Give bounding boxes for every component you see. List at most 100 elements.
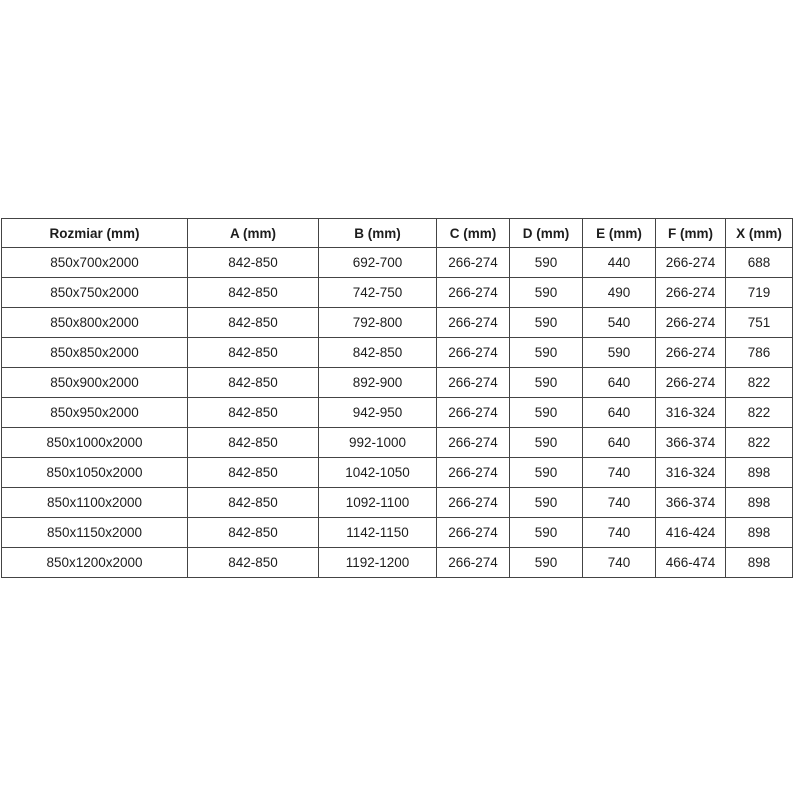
- table-cell: 822: [725, 397, 793, 428]
- table-row: 850x1100x2000 842-850 1092-1100 266-274 590 7…: [1, 487, 793, 518]
- table-cell: 850x900x2000: [1, 367, 188, 398]
- table-cell: 1042-1050: [318, 457, 437, 488]
- table-cell: 850x700x2000: [1, 247, 188, 278]
- table-cell: 1142-1150: [318, 517, 437, 548]
- table-cell: 266-274: [436, 487, 510, 518]
- table-cell: 740: [582, 547, 656, 578]
- table-cell: 740: [582, 457, 656, 488]
- table-cell: 590: [509, 277, 583, 308]
- table-cell: 842-850: [187, 457, 319, 488]
- table-cell: 822: [725, 367, 793, 398]
- table-cell: 266-274: [436, 397, 510, 428]
- table-cell: 898: [725, 457, 793, 488]
- table-row: 850x750x2000 842-850 742-750 266-274 590 490 2…: [1, 277, 793, 308]
- table-cell: 440: [582, 247, 656, 278]
- table-cell: 842-850: [187, 547, 319, 578]
- table-cell: 1192-1200: [318, 547, 437, 578]
- table-cell: 842-850: [187, 367, 319, 398]
- table-cell: 842-850: [187, 427, 319, 458]
- table-row: 850x1000x2000 842-850 992-1000 266-274 590 64…: [1, 427, 793, 458]
- col-header-x: X (mm): [725, 218, 793, 248]
- table-cell: 942-950: [318, 397, 437, 428]
- table-cell: 266-274: [436, 457, 510, 488]
- table-cell: 590: [509, 367, 583, 398]
- table-cell: 850x1100x2000: [1, 487, 188, 518]
- col-header-f: F (mm): [655, 218, 726, 248]
- table-cell: 688: [725, 247, 793, 278]
- table-cell: 719: [725, 277, 793, 308]
- table-cell: 792-800: [318, 307, 437, 338]
- table-cell: 850x800x2000: [1, 307, 188, 338]
- table-cell: 590: [509, 397, 583, 428]
- col-header-c: C (mm): [436, 218, 510, 248]
- table-cell: 266-274: [436, 517, 510, 548]
- table-cell: 590: [509, 517, 583, 548]
- table-cell: 590: [509, 427, 583, 458]
- table-row: 850x900x2000 842-850 892-900 266-274 590 640 2…: [1, 367, 793, 398]
- table-cell: 740: [582, 487, 656, 518]
- col-header-e: E (mm): [582, 218, 656, 248]
- table-header-row: Rozmiar (mm) A (mm) B (mm) C (mm) D (mm)…: [1, 218, 793, 248]
- table-cell: 266-274: [436, 247, 510, 278]
- table-cell: 842-850: [187, 277, 319, 308]
- table-cell: 1092-1100: [318, 487, 437, 518]
- table-cell: 898: [725, 487, 793, 518]
- table-cell: 590: [582, 337, 656, 368]
- table-cell: 590: [509, 547, 583, 578]
- table-cell: 842-850: [187, 337, 319, 368]
- table-cell: 366-374: [655, 487, 726, 518]
- table-cell: 850x750x2000: [1, 277, 188, 308]
- table-cell: 266-274: [655, 247, 726, 278]
- table-cell: 266-274: [655, 367, 726, 398]
- col-header-d: D (mm): [509, 218, 583, 248]
- table-cell: 842-850: [187, 517, 319, 548]
- table-cell: 316-324: [655, 397, 726, 428]
- table-cell: 416-424: [655, 517, 726, 548]
- table-row: 850x800x2000 842-850 792-800 266-274 590 540 2…: [1, 307, 793, 338]
- table-row: 850x1050x2000 842-850 1042-1050 266-274 590 7…: [1, 457, 793, 488]
- table-cell: 540: [582, 307, 656, 338]
- col-header-a: A (mm): [187, 218, 319, 248]
- table-body: 850x700x2000 842-850 692-700 266-274 590 440 2…: [1, 247, 793, 578]
- table-cell: 266-274: [655, 337, 726, 368]
- table-cell: 640: [582, 427, 656, 458]
- table-cell: 751: [725, 307, 793, 338]
- table-row: 850x950x2000 842-850 942-950 266-274 590 640 3…: [1, 397, 793, 428]
- table-cell: 898: [725, 547, 793, 578]
- table-cell: 590: [509, 337, 583, 368]
- table-row: 850x850x2000 842-850 842-850 266-274 590 590 2…: [1, 337, 793, 368]
- table-cell: 850x1000x2000: [1, 427, 188, 458]
- table-cell: 590: [509, 247, 583, 278]
- size-spec-table: Rozmiar (mm) A (mm) B (mm) C (mm) D (mm)…: [1, 218, 793, 578]
- table-cell: 266-274: [655, 277, 726, 308]
- table-cell: 850x1150x2000: [1, 517, 188, 548]
- table-cell: 640: [582, 367, 656, 398]
- table-cell: 842-850: [187, 247, 319, 278]
- col-header-rozmiar: Rozmiar (mm): [1, 218, 188, 248]
- table-cell: 892-900: [318, 367, 437, 398]
- col-header-b: B (mm): [318, 218, 437, 248]
- table-cell: 850x850x2000: [1, 337, 188, 368]
- table-cell: 366-374: [655, 427, 726, 458]
- table-cell: 266-274: [436, 337, 510, 368]
- table-cell: 850x1050x2000: [1, 457, 188, 488]
- table-cell: 490: [582, 277, 656, 308]
- table-cell: 266-274: [655, 307, 726, 338]
- table-cell: 898: [725, 517, 793, 548]
- table-cell: 850x1200x2000: [1, 547, 188, 578]
- table-cell: 266-274: [436, 427, 510, 458]
- table-cell: 692-700: [318, 247, 437, 278]
- table-cell: 266-274: [436, 547, 510, 578]
- table-cell: 842-850: [187, 397, 319, 428]
- size-spec-table-container: Rozmiar (mm) A (mm) B (mm) C (mm) D (mm)…: [1, 218, 793, 578]
- table-cell: 640: [582, 397, 656, 428]
- table-cell: 466-474: [655, 547, 726, 578]
- table-cell: 590: [509, 457, 583, 488]
- table-cell: 822: [725, 427, 793, 458]
- table-row: 850x1150x2000 842-850 1142-1150 266-274 590 7…: [1, 517, 793, 548]
- table-cell: 316-324: [655, 457, 726, 488]
- table-cell: 842-850: [318, 337, 437, 368]
- table-cell: 266-274: [436, 277, 510, 308]
- table-cell: 842-850: [187, 487, 319, 518]
- table-cell: 786: [725, 337, 793, 368]
